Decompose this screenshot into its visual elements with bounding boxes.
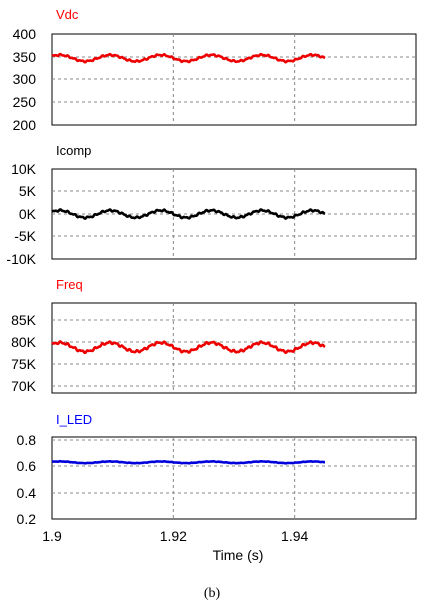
y-tick-label: 70K [11,378,37,394]
panel-title: Freq [56,277,83,292]
y-tick-label: 0.8 [17,432,37,448]
y-tick-label: 250 [13,94,37,110]
panel-i-led: 0.8 0.6 0.4 0.2 I_LED [17,412,417,527]
plot-frame [51,302,417,394]
x-axis-label: Time (s) [213,547,264,563]
y-tick-label: 80K [11,334,37,350]
x-tick-label: 1.9 [42,528,62,544]
y-tick-label: 300 [13,71,37,87]
y-tick-label: -5K [14,228,36,244]
panel-icomp: 10K 5K 0K -5K -10K Icomp [6,143,417,267]
series-i-led [51,459,326,465]
series-freq [51,340,326,355]
y-tick-label: 0.2 [17,511,37,527]
plot-frame [51,436,417,520]
figure-caption: (b) [204,586,221,601]
y-tick-label: 75K [11,356,37,372]
x-tick-label: 1.92 [160,528,187,544]
x-tick-label: 1.94 [281,528,308,544]
y-tick-label: 200 [13,117,37,133]
series-icomp [51,208,326,220]
y-tick-label: 400 [13,26,37,42]
y-tick-label: 0K [19,206,37,222]
y-tick-label: 10K [11,161,37,177]
panel-title: Vdc [56,7,79,22]
panel-freq: 85K 80K 75K 70K Freq [11,277,417,394]
series-vdc [51,52,326,64]
y-tick-label: 85K [11,312,37,328]
y-tick-label: 0.6 [17,458,37,474]
y-tick-label: 0.4 [17,485,37,501]
y-tick-label: 5K [19,183,37,199]
y-tick-label: -10K [6,251,36,267]
panel-title: I_LED [56,412,92,427]
y-tick-label: 350 [13,49,37,65]
panel-vdc: 400 350 300 250 200 Vdc [13,7,417,133]
panel-title: Icomp [56,143,91,158]
